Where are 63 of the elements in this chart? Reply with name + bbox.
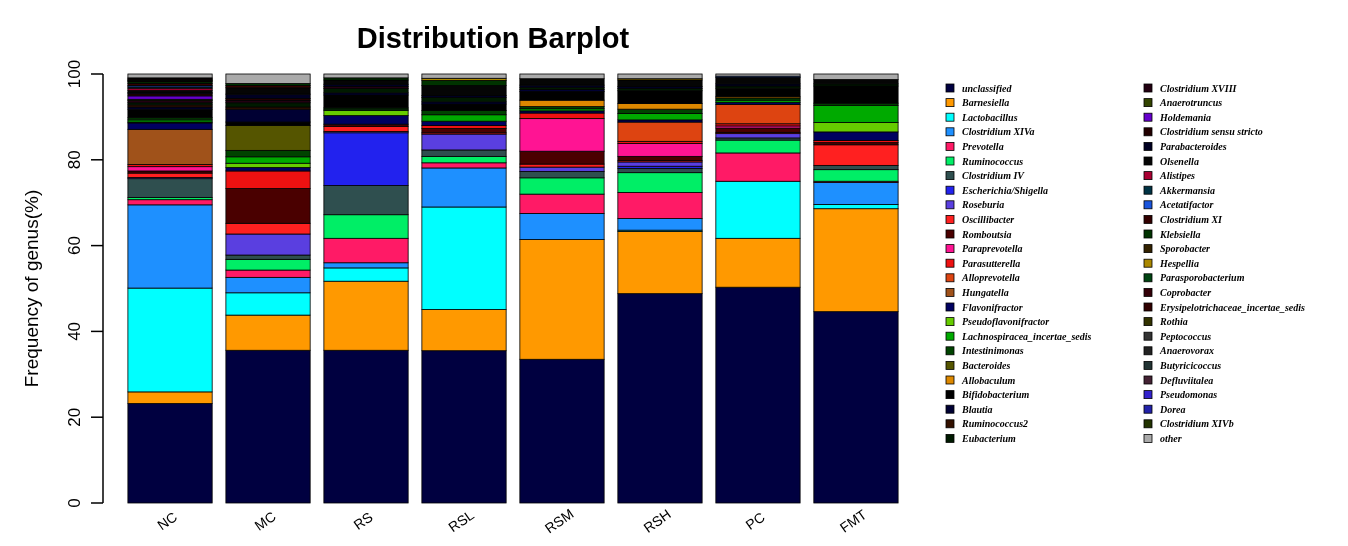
y-tick-label: 60	[65, 236, 84, 256]
legend-label: Lachnospiracea_incertae_sedis	[961, 330, 1092, 342]
y-axis-title: Frequency of genus(%)	[21, 189, 42, 388]
legend-label: Barnesiella	[961, 97, 1010, 109]
y-tick-label: 0	[65, 498, 84, 508]
legend-label: Intestinimonas	[961, 345, 1024, 357]
x-tick-label: MC	[251, 508, 279, 534]
legend-label: Prevotella	[962, 140, 1004, 152]
legend-label: Ruminococcus2	[961, 418, 1029, 430]
legend-label: Flavonifractor	[961, 301, 1023, 313]
legend-label: Peptococcus	[1160, 330, 1212, 342]
legend-label: Bacteroides	[961, 359, 1011, 371]
legend-label: Anaerovorax	[1159, 345, 1214, 357]
x-tick-label: PC	[742, 508, 768, 534]
legend-label: Oscillibacter	[962, 213, 1015, 225]
legend-label: Eubacterium	[961, 432, 1017, 444]
x-tick-label: RSL	[445, 506, 478, 536]
legend-label: Parasporobacterium	[1160, 272, 1245, 284]
legend-label: Sporobacter	[1160, 243, 1211, 255]
legend-label: Blautia	[961, 403, 993, 415]
y-tick-label: 40	[65, 321, 84, 341]
legend-label: Butyricicoccus	[1159, 359, 1222, 371]
legend-label: Roseburia	[961, 199, 1005, 211]
legend-label: Hungatella	[961, 286, 1009, 298]
chart-title: Distribution Barplot	[356, 22, 630, 54]
legend-label: Pseudoflavonifractor	[962, 316, 1050, 328]
legend-label: Rothia	[1159, 316, 1188, 328]
legend-label: Dorea	[1159, 403, 1186, 415]
legend-label: Clostridium XI	[1160, 213, 1224, 225]
legend-label: Olsenella	[1160, 155, 1199, 167]
legend-label: Pseudomonas	[1160, 389, 1218, 401]
legend-label: Clostridium sensu stricto	[1160, 126, 1263, 138]
legend-label: Coprobacter	[1160, 286, 1212, 298]
legend-label: Anaerotruncus	[1159, 97, 1223, 109]
y-tick-label: 100	[65, 59, 84, 89]
legend-label: Parasutterella	[962, 257, 1021, 269]
y-tick-label: 20	[65, 407, 84, 427]
legend-label: Lactobacillus	[961, 111, 1018, 123]
legend-label: Acetatifactor	[1159, 199, 1214, 211]
legend-label: Alloprevotella	[961, 272, 1020, 284]
x-tick-label: RS	[350, 508, 376, 534]
legend-label: Klebsiella	[1159, 228, 1201, 240]
legend-label: Clostridium XIVa	[962, 126, 1035, 138]
legend-label: unclassified	[962, 82, 1013, 94]
legend-label: Akkermansia	[1159, 184, 1216, 196]
y-tick-label: 80	[65, 150, 84, 170]
legend-label: Holdemania	[1159, 111, 1212, 123]
legend-label: Defluviitalea	[1159, 374, 1214, 386]
x-tick-label: NC	[154, 508, 181, 534]
legend-label: Clostridium XIVb	[1160, 418, 1234, 430]
legend-label: Escherichia/Shigella	[961, 184, 1049, 196]
legend-label: Clostridium IV	[962, 170, 1026, 182]
legend-label: Alistipes	[1159, 170, 1196, 182]
legend-label: Romboutsia	[961, 228, 1012, 240]
legend-label: Allobaculum	[961, 374, 1016, 386]
legend-label: other	[1160, 432, 1182, 444]
legend-label: Erysipelotrichaceae_incertae_sedis	[1159, 301, 1306, 313]
legend-label: Paraprevotella	[962, 243, 1023, 255]
legend-label: Parabacteroides	[1160, 140, 1227, 152]
legend-label: Hespellia	[1159, 257, 1199, 269]
legend-label: Ruminococcus	[961, 155, 1024, 167]
legend-label: Clostridium XVIII	[1160, 82, 1238, 94]
legend-label: Bifidobacterium	[961, 389, 1030, 401]
